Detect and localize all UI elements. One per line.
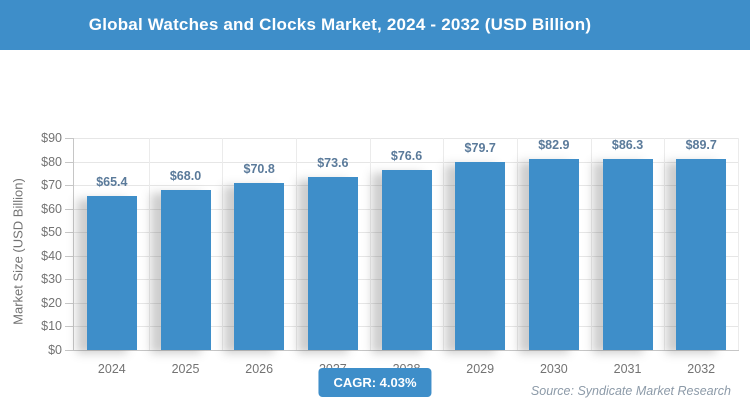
x-tick-label: 2032 bbox=[687, 362, 716, 376]
bar bbox=[160, 189, 211, 350]
v-gridline bbox=[222, 138, 224, 350]
y-tick-label: $80 bbox=[41, 154, 62, 169]
v-gridline bbox=[590, 138, 592, 350]
x-tick-label: 2029 bbox=[466, 362, 495, 376]
x-tick-label: 2030 bbox=[539, 362, 568, 376]
bar-value-label: $68.0 bbox=[169, 168, 202, 183]
h-gridline bbox=[74, 138, 738, 139]
y-axis-tick bbox=[65, 326, 73, 328]
v-gridline bbox=[296, 138, 297, 350]
y-tick-label: $60 bbox=[41, 201, 62, 216]
bar bbox=[307, 176, 358, 350]
y-axis-tick bbox=[65, 161, 73, 163]
bar-cell: $68.0 bbox=[149, 138, 223, 350]
bar-series: $65.4 $68.0 $70.8 $73.6 $76.6 $79.7 $82.9 $86.3… bbox=[75, 138, 738, 350]
y-tick-label: $40 bbox=[41, 248, 62, 263]
x-tick-label: 2026 bbox=[245, 362, 274, 376]
y-axis-tick bbox=[65, 255, 73, 257]
y-tick-label: $50 bbox=[41, 225, 62, 240]
plot-region: Market Size (USD Billion) $90 $80 $70 $60 $5… bbox=[0, 50, 750, 376]
y-tick-label: $90 bbox=[41, 131, 62, 145]
x-tick-label: 2024 bbox=[97, 362, 126, 376]
y-axis-line bbox=[73, 138, 74, 351]
bar-cell: $73.6 bbox=[296, 138, 370, 350]
x-tick-labels: 202420252026202720282029203020312032 bbox=[75, 362, 738, 376]
y-tick-label: $30 bbox=[41, 272, 62, 287]
v-gridline bbox=[517, 138, 518, 350]
v-gridline bbox=[148, 138, 150, 350]
source-attribution: Source: Syndicate Market Research bbox=[530, 384, 731, 398]
bar-cell: $65.4 bbox=[75, 138, 149, 350]
y-tick-label: $20 bbox=[41, 295, 62, 310]
bar bbox=[234, 183, 285, 350]
bar-value-label: $82.9 bbox=[538, 138, 570, 152]
x-tick-label: 2025 bbox=[171, 362, 200, 376]
bar-value-label: $73.6 bbox=[317, 155, 349, 170]
bar-cell: $79.7 bbox=[443, 138, 517, 350]
y-axis-tick bbox=[65, 208, 73, 210]
bar-value-label: $70.8 bbox=[243, 162, 275, 177]
h-gridline bbox=[74, 161, 738, 163]
bar-value-label: $79.7 bbox=[464, 141, 496, 156]
y-tick-label: $0 bbox=[48, 343, 62, 357]
bar-cell: $89.7 bbox=[664, 138, 738, 350]
y-axis-tick bbox=[65, 302, 73, 304]
y-axis-tick bbox=[65, 138, 73, 139]
x-axis-line bbox=[73, 350, 739, 351]
bar bbox=[528, 159, 579, 350]
bar bbox=[455, 162, 506, 350]
y-axis-tick bbox=[65, 350, 73, 351]
bar bbox=[676, 159, 727, 350]
bar bbox=[602, 159, 653, 350]
y-axis-tick bbox=[65, 232, 73, 234]
bar-value-label: $86.3 bbox=[611, 138, 644, 152]
bar-cell: $86.3 bbox=[591, 138, 665, 350]
v-gridline bbox=[664, 138, 666, 350]
bar-cell: $76.6 bbox=[370, 138, 444, 350]
bar-cell: $70.8 bbox=[222, 138, 296, 350]
bar bbox=[86, 195, 137, 350]
bar-value-label: $76.6 bbox=[390, 148, 423, 163]
bar bbox=[381, 169, 432, 350]
x-tick-label: 2031 bbox=[613, 362, 642, 376]
bar-cell: $82.9 bbox=[517, 138, 591, 350]
y-axis-tick bbox=[65, 279, 73, 281]
cagr-badge: CAGR: 4.03% bbox=[318, 368, 432, 397]
bar-value-label: $89.7 bbox=[685, 138, 717, 152]
v-gridline bbox=[369, 138, 371, 350]
bar-value-label: $65.4 bbox=[96, 174, 128, 189]
v-gridline bbox=[443, 138, 445, 350]
chart-title-bar: Global Watches and Clocks Market, 2024 -… bbox=[0, 0, 750, 50]
cagr-label: CAGR: 4.03% bbox=[333, 375, 417, 390]
chart-title: Global Watches and Clocks Market, 2024 -… bbox=[88, 15, 592, 34]
y-tick-label: $70 bbox=[41, 178, 62, 193]
y-axis-tick bbox=[65, 185, 73, 187]
v-gridline bbox=[738, 138, 739, 350]
y-tick-label: $10 bbox=[41, 319, 62, 334]
